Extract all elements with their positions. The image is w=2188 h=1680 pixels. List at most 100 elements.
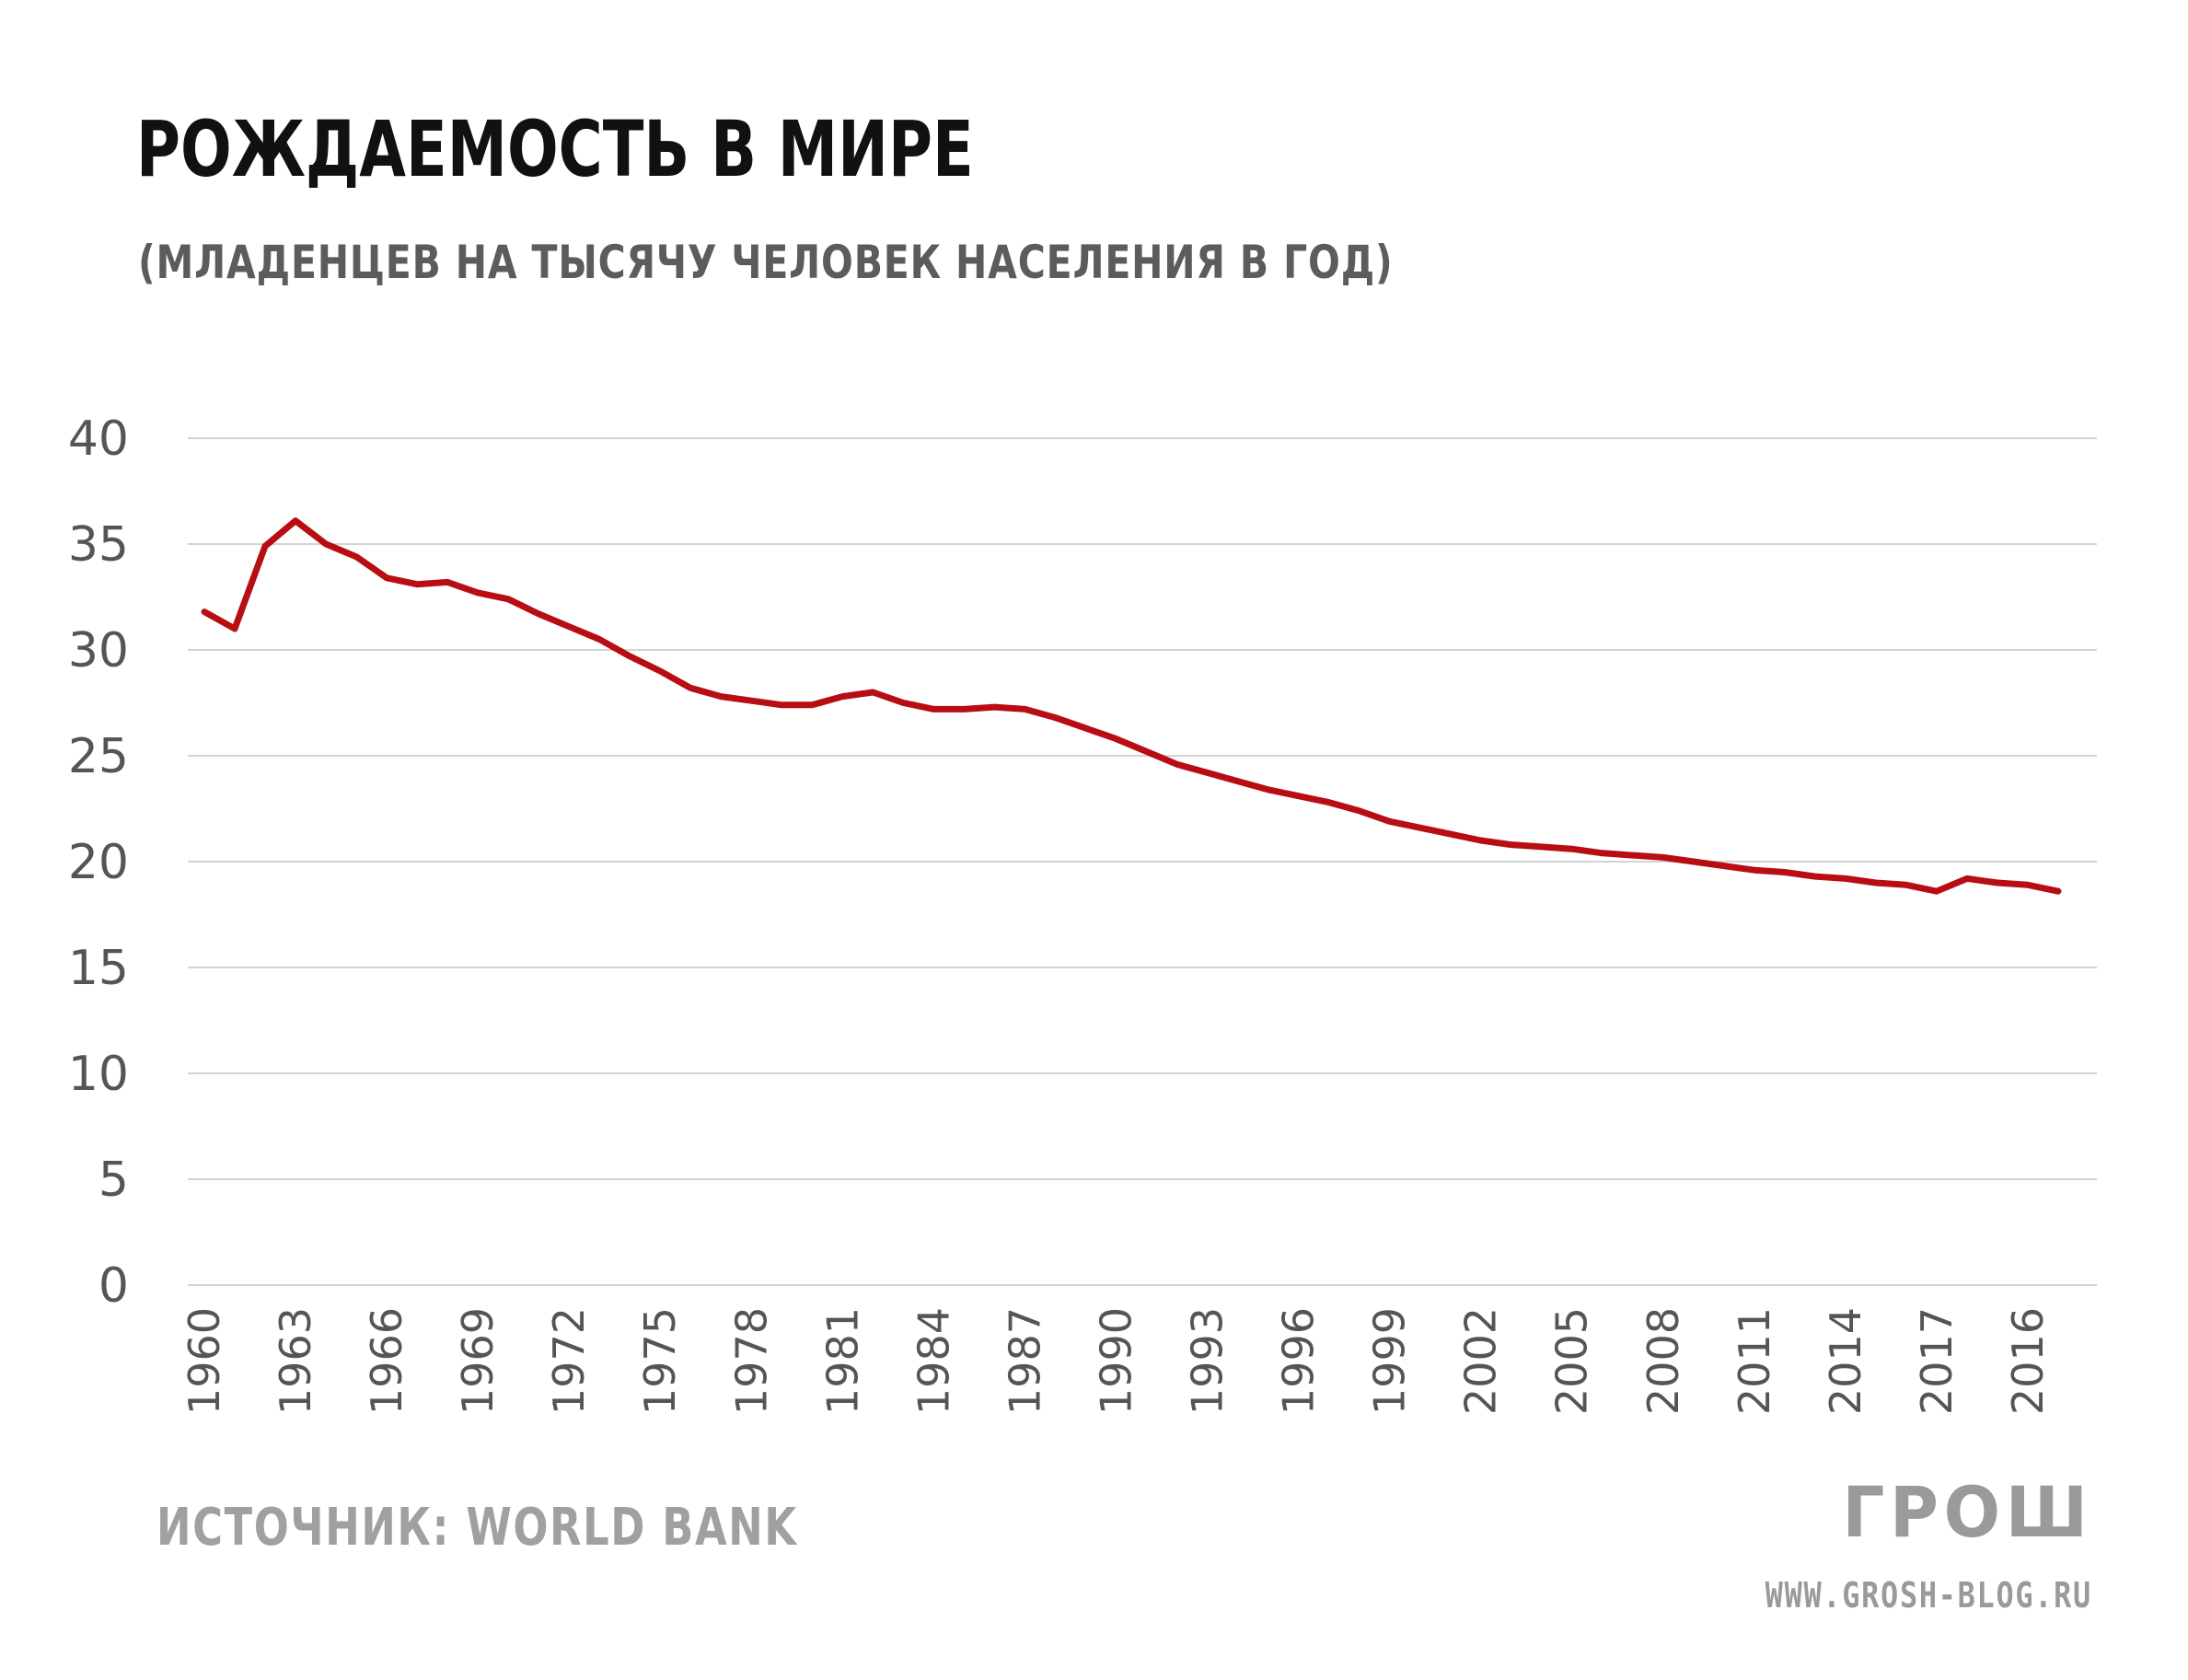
- y-tick-label: 25: [68, 729, 129, 784]
- chart-title: РОЖДАЕМОСТЬ В МИРЕ: [136, 104, 974, 194]
- y-tick-label: 30: [68, 623, 129, 678]
- data-point: [1569, 846, 1575, 852]
- data-point: [1690, 859, 1696, 865]
- data-point: [2055, 888, 2062, 895]
- x-tick-label: 2014: [1821, 1307, 1870, 1415]
- y-tick-label: 5: [98, 1153, 129, 1208]
- data-point: [1022, 706, 1028, 713]
- x-tick-label: 2016: [2003, 1307, 2053, 1415]
- data-point: [900, 700, 907, 706]
- data-point: [688, 685, 694, 691]
- data-point: [1964, 875, 1971, 882]
- x-tick-label: 1990: [1091, 1307, 1140, 1415]
- data-point: [1720, 863, 1727, 869]
- data-point: [1903, 882, 1909, 888]
- data-point: [505, 596, 512, 602]
- data-point: [1842, 875, 1848, 882]
- data-point: [1295, 793, 1302, 799]
- x-tick-label: 2002: [1456, 1307, 1506, 1415]
- data-point: [475, 589, 481, 596]
- x-tick-label: 1975: [635, 1307, 685, 1415]
- source-note: ИСТОЧНИК: WORLD BANK: [156, 1498, 798, 1558]
- data-point: [353, 553, 360, 560]
- data-point: [1174, 761, 1180, 768]
- site-url[interactable]: WWW.GROSH-BLOG.RU: [1765, 1575, 2092, 1616]
- grid-lines: [188, 437, 2097, 1286]
- data-point: [384, 574, 390, 581]
- data-point: [748, 698, 755, 704]
- x-tick-label: 2017: [1912, 1307, 1962, 1415]
- data-point: [596, 636, 603, 643]
- series-line: [201, 517, 2062, 895]
- data-point: [232, 626, 238, 632]
- data-point: [1113, 736, 1119, 742]
- y-tick-label: 10: [68, 1047, 129, 1102]
- data-point: [1082, 725, 1089, 732]
- data-point: [1629, 852, 1636, 859]
- x-tick-label: 1999: [1365, 1307, 1415, 1415]
- x-tick-label: 1981: [817, 1307, 867, 1415]
- data-point: [1508, 841, 1514, 848]
- data-point: [1447, 831, 1453, 838]
- data-point: [1933, 888, 1939, 895]
- data-point: [1234, 778, 1241, 784]
- data-point: [779, 701, 785, 708]
- data-point: [566, 623, 573, 630]
- data-point: [991, 704, 998, 711]
- data-point: [627, 653, 633, 659]
- data-point: [657, 668, 664, 675]
- data-point: [1143, 748, 1150, 755]
- x-tick-label: 1996: [1274, 1307, 1324, 1415]
- x-tick-label: 2005: [1547, 1307, 1597, 1415]
- x-axis-tick-labels: 1960 1963 1966 1969 1972 1975 1978 1981 1984 1987…: [179, 1307, 2053, 1415]
- x-tick-label: 1978: [726, 1307, 776, 1415]
- data-point: [1599, 850, 1605, 856]
- y-axis-tick-labels: 0 5 10 15 20 25 30 35 40: [68, 411, 129, 1314]
- brand-logo: ГРОШ: [1842, 1471, 2093, 1553]
- data-point: [445, 579, 451, 585]
- chart-subtitle: (МЛАДЕНЦЕВ НА ТЫСЯЧУ ЧЕЛОВЕК НАСЕЛЕНИЯ В…: [138, 236, 1394, 289]
- data-point: [1812, 874, 1818, 880]
- data-point: [1538, 843, 1545, 850]
- data-point: [262, 543, 269, 550]
- data-point: [323, 541, 330, 548]
- data-point: [1052, 714, 1059, 721]
- data-point: [809, 701, 816, 708]
- x-tick-label: 1987: [1000, 1307, 1049, 1415]
- data-point: [718, 693, 724, 700]
- series-layer: [201, 517, 2062, 895]
- x-tick-label: 1993: [1183, 1307, 1233, 1415]
- data-point: [1326, 799, 1332, 805]
- data-point: [536, 610, 542, 617]
- data-point: [931, 706, 937, 713]
- x-tick-label: 1960: [179, 1307, 229, 1415]
- y-tick-label: 0: [98, 1258, 129, 1314]
- y-tick-label: 40: [68, 411, 129, 467]
- data-point: [1781, 869, 1788, 875]
- x-tick-label: 1966: [362, 1307, 411, 1415]
- x-tick-label: 1972: [544, 1307, 594, 1415]
- x-tick-label: 1984: [909, 1307, 958, 1415]
- data-point: [870, 689, 876, 696]
- data-point: [1386, 818, 1393, 825]
- data-point: [1265, 786, 1271, 793]
- data-point: [1204, 770, 1210, 776]
- data-point: [1417, 825, 1423, 831]
- data-point: [961, 706, 967, 713]
- y-tick-label: 35: [68, 517, 129, 573]
- x-tick-label: 2011: [1730, 1307, 1779, 1415]
- data-point: [202, 608, 208, 615]
- data-point: [839, 693, 846, 700]
- data-point: [1660, 854, 1666, 861]
- x-tick-label: 1963: [271, 1307, 320, 1415]
- data-point: [414, 581, 421, 587]
- data-point: [1356, 807, 1362, 814]
- x-tick-label: 2008: [1638, 1307, 1688, 1415]
- y-tick-label: 15: [68, 941, 129, 996]
- data-point: [1477, 838, 1484, 844]
- data-point: [2025, 882, 2032, 888]
- data-point: [1872, 880, 1879, 886]
- data-point: [1751, 867, 1757, 874]
- y-tick-label: 20: [68, 835, 129, 890]
